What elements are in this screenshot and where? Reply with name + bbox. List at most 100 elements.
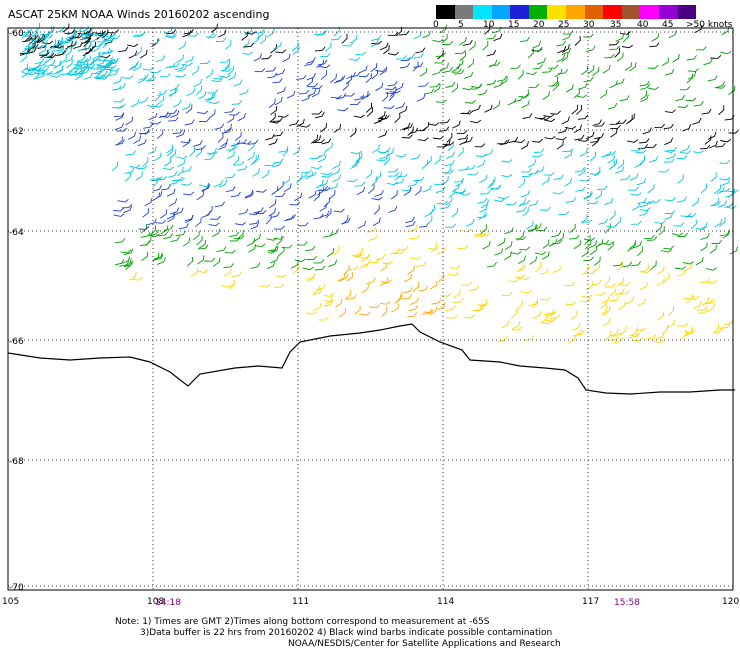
wind-barb — [38, 45, 47, 55]
wind-barb — [44, 50, 54, 59]
wind-barb — [204, 93, 215, 101]
wind-barb — [275, 192, 286, 198]
wind-barb — [390, 248, 400, 255]
wind-barb — [532, 46, 543, 52]
wind-barb — [386, 181, 398, 186]
wind-barb — [413, 62, 424, 68]
wind-barb — [717, 200, 727, 208]
wind-barb — [132, 276, 144, 281]
wind-barb — [725, 190, 735, 198]
wind-barb — [401, 294, 413, 300]
wind-barb — [268, 138, 278, 146]
wind-barb — [589, 171, 601, 176]
antarctic-coastline — [7, 323, 735, 395]
wind-barb — [469, 285, 480, 291]
wind-barb — [388, 205, 398, 213]
wind-barb — [177, 65, 187, 72]
wind-barb — [479, 299, 488, 308]
wind-barb — [336, 93, 347, 100]
wind-barb — [139, 49, 148, 59]
wind-barb — [136, 165, 148, 170]
wind-barb — [516, 231, 525, 241]
wind-barb — [398, 30, 410, 36]
wind-barb — [484, 24, 491, 35]
wind-barb — [40, 39, 48, 49]
wind-barb — [218, 29, 227, 38]
wind-barb — [454, 69, 465, 75]
wind-barb — [195, 85, 202, 96]
wind-barb — [557, 69, 569, 75]
wind-barb — [276, 86, 287, 95]
wind-barb — [359, 65, 368, 74]
wind-barb — [225, 40, 232, 50]
wind-barb — [552, 266, 562, 273]
wind-barb — [695, 226, 707, 230]
wind-barb — [162, 166, 174, 171]
wind-barb — [316, 59, 325, 68]
wind-barb — [160, 209, 168, 219]
wind-barb — [77, 58, 89, 64]
wind-barb — [87, 58, 95, 68]
wind-barb — [663, 273, 670, 283]
wind-barb — [500, 320, 510, 329]
wind-barb — [459, 51, 467, 61]
wind-barb — [140, 223, 147, 234]
wind-barb — [24, 31, 31, 42]
wind-barb — [649, 42, 660, 48]
wind-barb — [412, 61, 419, 72]
wind-barb — [518, 198, 526, 207]
wind-barb — [616, 277, 625, 287]
wind-barb — [232, 271, 243, 278]
wind-barb — [532, 40, 542, 49]
wind-barb — [111, 161, 119, 172]
wind-barb — [677, 104, 689, 109]
wind-barb — [639, 201, 650, 208]
wind-barb — [617, 301, 626, 310]
legend-swatch — [584, 5, 604, 19]
wind-barb — [125, 116, 134, 126]
wind-barb — [510, 251, 522, 255]
wind-barb — [396, 55, 407, 60]
wind-barb — [432, 68, 442, 76]
wind-barb — [422, 184, 432, 193]
wind-barb — [371, 176, 378, 187]
wind-barb — [184, 214, 194, 222]
wind-barb — [234, 131, 242, 141]
wind-barb — [289, 119, 299, 126]
wind-barb — [281, 244, 293, 249]
wind-barb — [316, 283, 326, 290]
wind-barb — [286, 214, 296, 221]
wind-barb — [639, 209, 649, 217]
wind-barb — [101, 49, 113, 54]
wind-barb — [414, 186, 422, 196]
wind-barb — [486, 79, 497, 86]
wind-barb — [403, 187, 412, 196]
wind-barb — [541, 68, 553, 73]
wind-barb — [578, 82, 588, 90]
wind-barb — [429, 82, 440, 88]
wind-barb — [377, 150, 389, 154]
wind-barb — [237, 229, 244, 240]
legend-swatch — [658, 5, 678, 19]
wind-barb — [350, 100, 361, 105]
wind-barb — [388, 172, 399, 177]
wind-barb — [543, 113, 555, 118]
wind-barb — [277, 114, 289, 118]
wind-barb — [85, 38, 97, 43]
wind-barb — [480, 199, 489, 209]
wind-barb — [700, 233, 710, 241]
wind-barb — [37, 60, 47, 67]
wind-barb — [169, 207, 180, 215]
wind-barb — [314, 139, 325, 144]
wind-barb — [319, 179, 329, 187]
wind-barb — [409, 256, 422, 260]
wind-barb — [174, 207, 184, 216]
wind-barb — [319, 186, 331, 191]
wind-barb — [167, 171, 178, 178]
wind-barb — [576, 105, 583, 115]
wind-barb — [66, 34, 77, 41]
wind-barb — [83, 72, 93, 80]
wind-barb — [583, 256, 594, 262]
wind-barb — [320, 123, 327, 133]
wind-barb — [482, 40, 489, 51]
